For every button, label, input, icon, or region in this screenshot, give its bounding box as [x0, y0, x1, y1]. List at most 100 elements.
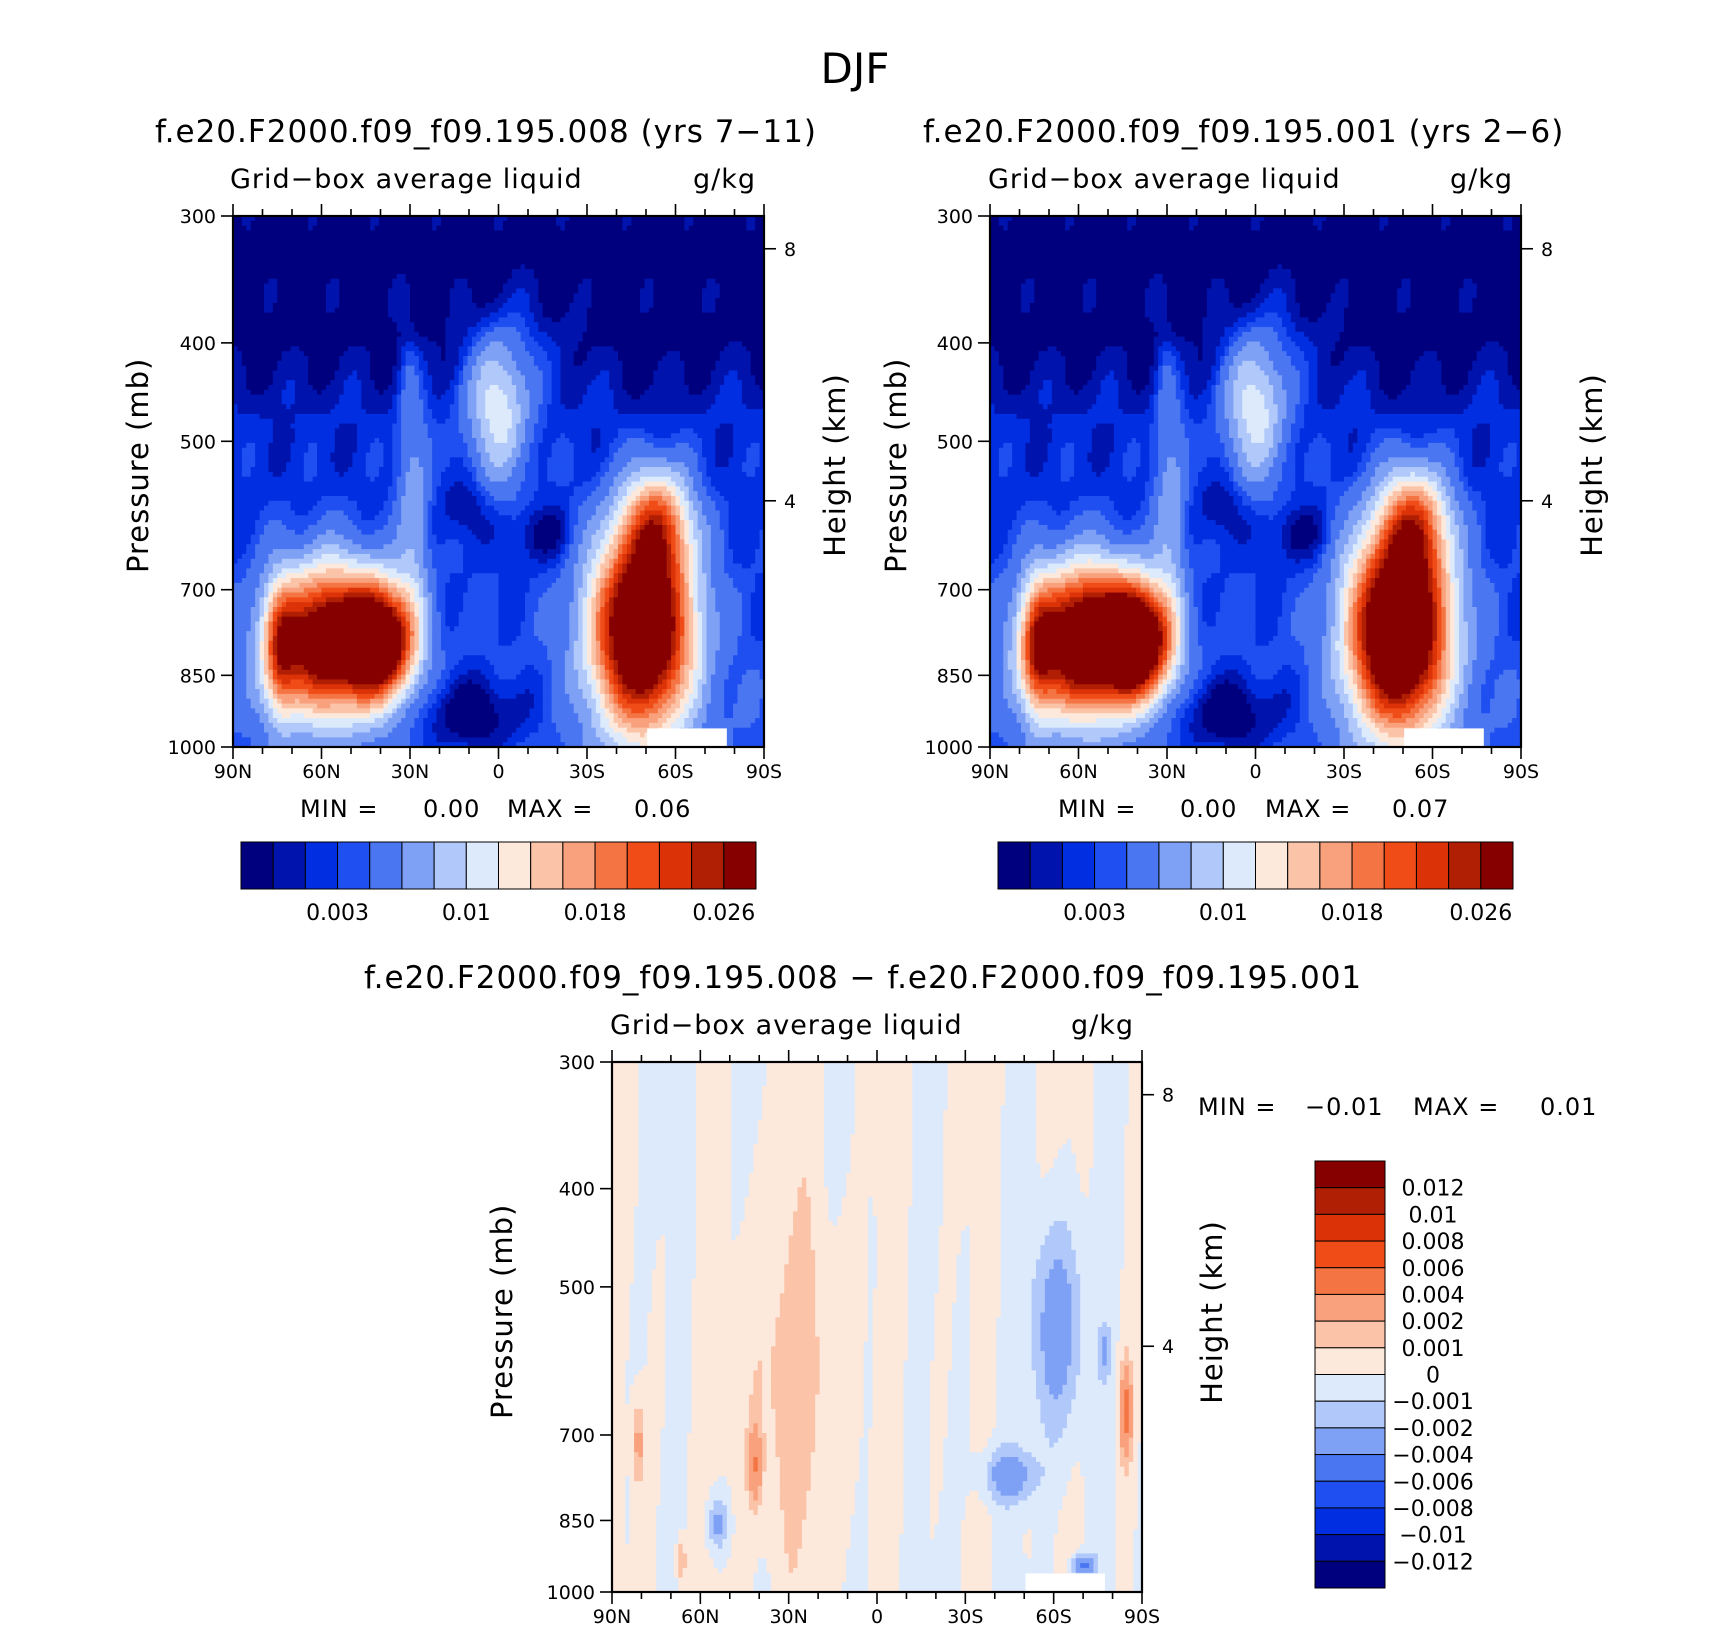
contour-cell: [600, 558, 606, 565]
contour-cell: [259, 413, 296, 420]
contour-cell: [255, 626, 261, 632]
contour-cell: [1445, 486, 1456, 492]
contour-cell: [662, 722, 672, 729]
contour-cell: [396, 669, 402, 676]
contour-cell: [1158, 375, 1164, 381]
contour-cell: [591, 442, 601, 449]
contour-cell: [432, 447, 469, 454]
contour-cell: [1246, 428, 1265, 434]
contour-cell: [405, 273, 513, 280]
contour-cell: [1348, 346, 1372, 352]
contour-cell: [595, 592, 601, 598]
contour-cell: [1317, 529, 1323, 536]
contour-cell: [374, 476, 393, 483]
contour-cell: [1228, 433, 1239, 439]
contour-cell: [423, 486, 433, 492]
contour-cell: [1419, 495, 1429, 502]
contour-cell: [1348, 433, 1358, 439]
contour-cell: [502, 462, 517, 468]
contour-cell: [1233, 438, 1243, 444]
contour-cell: [1344, 524, 1354, 531]
contour-cell: [476, 389, 486, 396]
contour-cell: [1397, 495, 1407, 502]
contour-cell: [675, 573, 681, 579]
colorbar-box: [401, 841, 435, 890]
contour-cell: [1370, 520, 1380, 526]
contour-cell: [1290, 438, 1301, 444]
colorbar-box: [369, 841, 403, 890]
contour-cell: [263, 389, 283, 396]
contour-cell: [268, 582, 274, 589]
contour-cell: [1136, 389, 1142, 396]
contour-cell: [1096, 283, 1150, 290]
contour-cell: [272, 597, 278, 603]
contour-cell: [233, 442, 247, 449]
contour-cell: [392, 476, 398, 483]
panel1-x-tick-label: 90N: [214, 761, 252, 783]
contour-cell: [1317, 351, 1332, 357]
contour-cell: [387, 495, 398, 502]
contour-cell: [263, 655, 269, 661]
contour-cell: [1096, 399, 1119, 405]
contour-cell: [591, 428, 601, 434]
contour-cell: [640, 510, 646, 516]
contour-cell: [1215, 423, 1230, 429]
contour-cell: [1268, 471, 1283, 478]
contour-cell: [1167, 457, 1177, 463]
contour-cell: [405, 626, 411, 632]
contour-cell: [414, 558, 424, 565]
contour-cell: [538, 409, 548, 415]
contour-cell: [250, 467, 269, 473]
contour-cell: [684, 626, 690, 632]
contour-cell: [525, 592, 544, 598]
contour-cell: [259, 602, 265, 608]
contour-cell: [263, 722, 274, 729]
contour-cell: [688, 442, 703, 449]
contour-cell: [675, 534, 681, 541]
contour-cell: [511, 467, 526, 473]
contour-cell: [383, 703, 389, 709]
contour-cell: [507, 346, 526, 352]
contour-cell: [702, 616, 708, 623]
contour-cell: [471, 298, 495, 304]
contour-cell: [1423, 505, 1429, 512]
contour-cell: [1357, 539, 1363, 545]
contour-cell: [233, 544, 247, 550]
contour-cell: [569, 515, 579, 521]
contour-cell: [427, 674, 442, 681]
contour-cell: [697, 655, 703, 661]
contour-cell: [467, 278, 508, 285]
contour-cell: [1025, 457, 1049, 463]
contour-cell: [463, 370, 473, 376]
contour-cell: [502, 742, 517, 748]
contour-cell: [458, 413, 469, 420]
contour-cell: [706, 597, 716, 603]
contour-cell: [666, 669, 672, 676]
contour-cell: [591, 544, 601, 550]
contour-cell: [990, 520, 1013, 526]
contour-cell: [1144, 384, 1155, 391]
contour-cell: [233, 235, 765, 241]
contour-cell: [1149, 452, 1159, 458]
contour-cell: [432, 553, 464, 560]
contour-cell: [418, 664, 424, 671]
contour-cell: [1197, 394, 1212, 401]
contour-cell: [724, 549, 734, 555]
contour-cell: [1268, 413, 1279, 420]
contour-cell: [467, 283, 504, 290]
contour-cell: [259, 693, 265, 700]
contour-cell: [1366, 486, 1376, 492]
contour-cell: [1180, 370, 1186, 376]
contour-cell: [1184, 544, 1221, 550]
contour-cell: [1189, 216, 1199, 222]
contour-cell: [1197, 351, 1203, 357]
contour-cell: [1020, 524, 1049, 531]
contour-cell: [233, 669, 247, 676]
contour-cell: [1211, 365, 1221, 372]
contour-cell: [1069, 500, 1115, 507]
contour-cell: [1282, 438, 1292, 444]
contour-cell: [263, 635, 269, 642]
contour-cell: [1472, 438, 1491, 444]
contour-cell: [1051, 433, 1093, 439]
contour-cell: [440, 635, 500, 642]
